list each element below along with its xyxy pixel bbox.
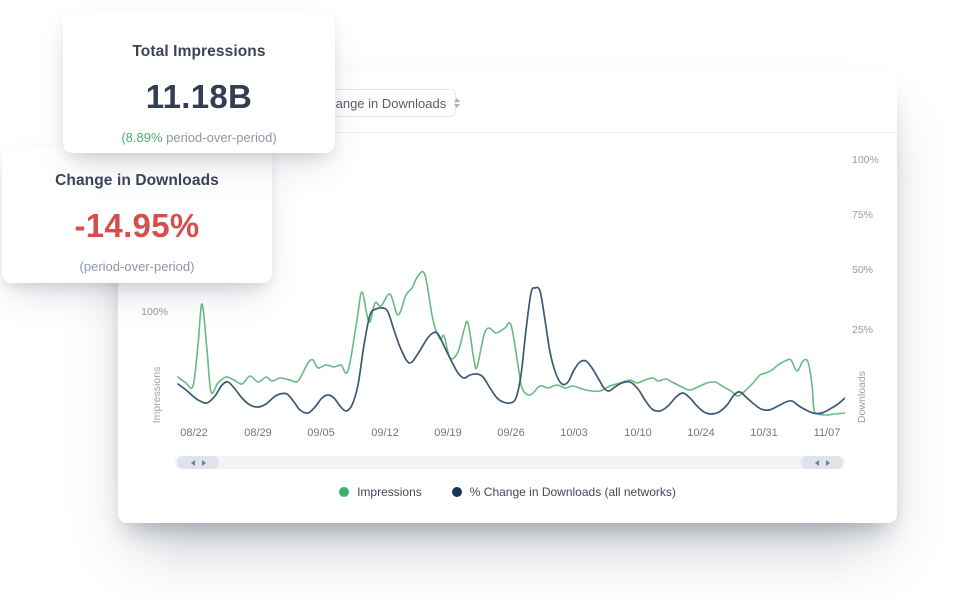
- x-tick: 10/31: [750, 427, 778, 439]
- x-tick: 09/26: [497, 427, 525, 439]
- right-axis-title: Downloads: [856, 371, 868, 423]
- x-tick: 10/24: [687, 427, 715, 439]
- scroll-left-icon: [814, 459, 819, 466]
- scroll-left-icon: [190, 459, 195, 466]
- delta-label: period-over-period): [162, 130, 277, 145]
- total-impressions-value: 11.18B: [145, 78, 253, 115]
- x-tick: 08/22: [180, 427, 208, 439]
- scroll-right-icon: [825, 459, 830, 466]
- x-tick: 09/19: [434, 427, 462, 439]
- line-chart: [177, 270, 845, 416]
- downloads-line: [177, 286, 845, 415]
- left-axis-tick-100: 100%: [141, 306, 168, 318]
- change-in-downloads-card: Change in Downloads -14.95% (period-over…: [2, 146, 272, 283]
- legend-label: Impressions: [357, 485, 422, 499]
- scrollbar-right-handle[interactable]: [801, 456, 843, 469]
- delta-percent: (8.89%: [121, 130, 163, 145]
- period-over-period-note: (8.89% period-over-period): [63, 130, 335, 145]
- chart-scrollbar-track[interactable]: [175, 456, 845, 469]
- legend-label: % Change in Downloads (all networks): [469, 485, 676, 499]
- card-title: Change in Downloads: [55, 172, 219, 189]
- dropdown-updown-icon: [454, 98, 461, 108]
- right-axis-tick-25: 25%: [852, 324, 874, 336]
- x-axis: 08/22 08/29 09/05 09/12 09/19 09/26 10/0…: [175, 427, 845, 443]
- x-tick: 10/10: [624, 427, 652, 439]
- x-tick: 08/29: [244, 427, 272, 439]
- period-over-period-note: (period-over-period): [79, 259, 195, 274]
- metric-dropdown-value: Change in Downloads: [319, 95, 447, 111]
- x-tick: 11/07: [813, 427, 841, 439]
- left-axis-title: Impressions: [151, 366, 163, 424]
- impressions-line: [177, 270, 845, 416]
- right-axis-tick-50: 50%: [852, 264, 874, 276]
- x-tick: 10/03: [560, 427, 588, 439]
- x-tick: 09/12: [371, 427, 399, 439]
- change-in-downloads-value: -14.95%: [74, 207, 200, 244]
- legend-item-downloads[interactable]: % Change in Downloads (all networks): [451, 485, 676, 499]
- total-impressions-card: Total Impressions 11.18B (8.89% period-o…: [63, 10, 335, 153]
- legend-item-impressions[interactable]: Impressions: [339, 485, 422, 499]
- scroll-right-icon: [201, 459, 206, 466]
- card-title: Total Impressions: [132, 43, 266, 60]
- x-tick: 09/05: [307, 427, 335, 439]
- right-axis-tick-100: 100%: [852, 154, 879, 166]
- impressions-dot-icon: [339, 487, 350, 497]
- downloads-dot-icon: [451, 487, 462, 497]
- right-axis-tick-75: 75%: [852, 209, 874, 221]
- chart-legend: Impressions % Change in Downloads (all n…: [118, 485, 897, 499]
- scrollbar-left-handle[interactable]: [177, 456, 219, 469]
